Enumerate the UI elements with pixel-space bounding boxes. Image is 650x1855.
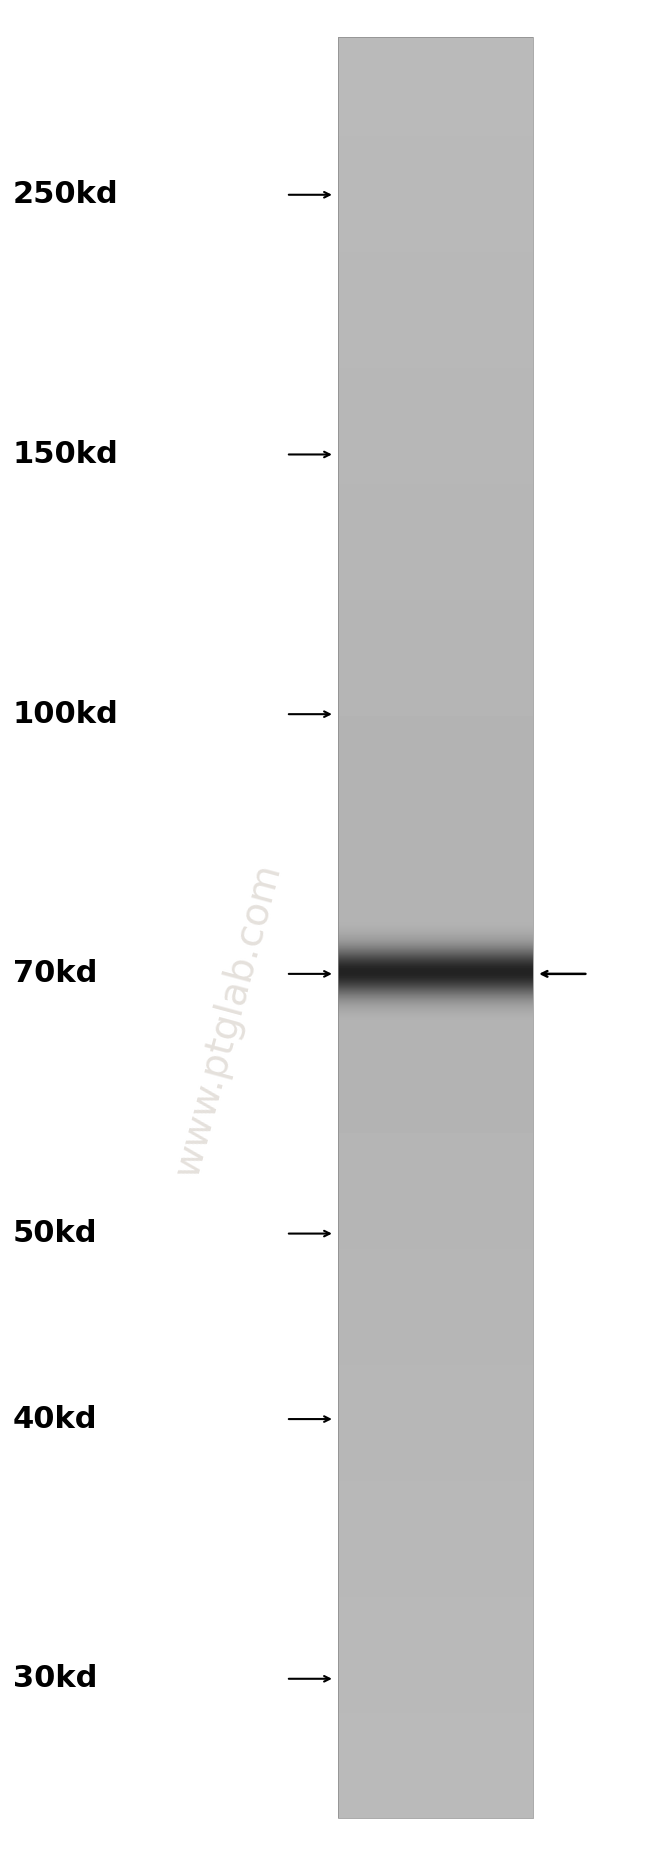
Text: 70kd: 70kd	[13, 959, 98, 989]
Text: 100kd: 100kd	[13, 699, 119, 729]
Text: 250kd: 250kd	[13, 180, 118, 210]
Text: 40kd: 40kd	[13, 1404, 98, 1434]
Bar	[338, 37, 533, 1818]
Text: 150kd: 150kd	[13, 440, 119, 469]
Text: 50kd: 50kd	[13, 1219, 98, 1248]
Text: 30kd: 30kd	[13, 1664, 98, 1694]
Text: www.ptglab.com: www.ptglab.com	[167, 859, 288, 1182]
